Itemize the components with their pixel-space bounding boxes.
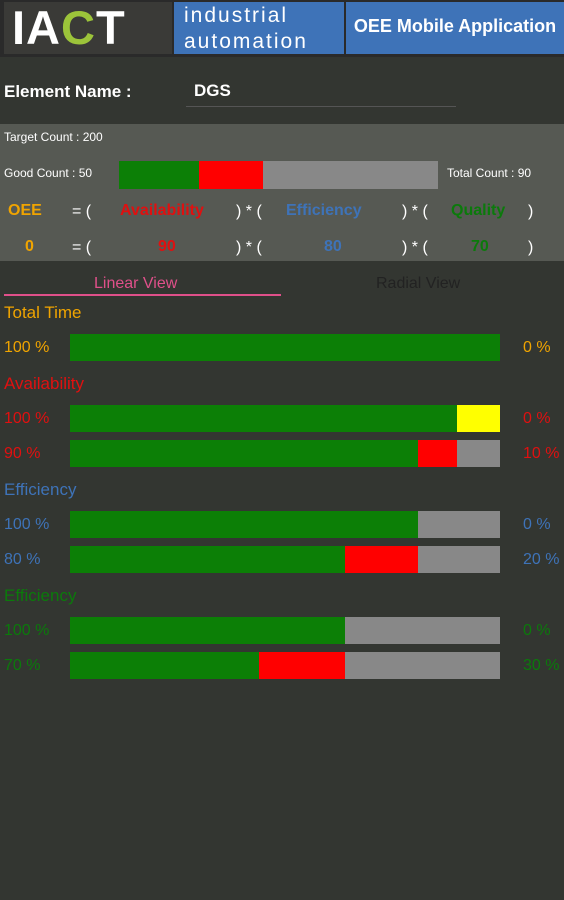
- availability-row1-left-pct: 100 %: [4, 410, 50, 427]
- app-title-panel: [346, 2, 564, 54]
- total-time-green-segment: [70, 334, 500, 361]
- efficiency-2-red-segment: [345, 546, 419, 573]
- good-count: Good Count : 50: [4, 166, 93, 180]
- efficiency-bar-2: [70, 546, 500, 573]
- logo-text: IACT: [12, 2, 126, 54]
- availability-row2-right-pct: 10 %: [523, 445, 560, 462]
- formula-op1-2: ) * (: [236, 239, 262, 256]
- availability-yellow-segment: [457, 405, 500, 432]
- quality-green-segment: [70, 617, 346, 644]
- quality-bar-2: [70, 652, 500, 679]
- quality-bar-1: [70, 617, 500, 644]
- quality-2-green-segment: [70, 652, 260, 679]
- tagline-panel: [174, 2, 344, 54]
- availability-label: Availability: [120, 202, 204, 219]
- summary-panel: [0, 124, 564, 261]
- count-progress-bar: [119, 161, 438, 189]
- quality-title: Efficiency: [4, 586, 77, 605]
- tab-linear-view[interactable]: Linear View: [94, 275, 178, 292]
- efficiency-row2-left-pct: 80 %: [4, 551, 41, 568]
- total-time-bar: [70, 334, 500, 361]
- active-tab-indicator: [4, 294, 281, 296]
- efficiency-row1-right-pct: 0 %: [523, 516, 551, 533]
- efficiency-title: Efficiency: [4, 480, 77, 499]
- quality-value: 70: [471, 238, 489, 255]
- element-name-underline: [186, 106, 456, 107]
- tagline-line1: industrial: [184, 4, 289, 27]
- app-title: OEE Mobile Application: [353, 16, 557, 36]
- element-name-label: Element Name :: [4, 82, 132, 101]
- availability-green-segment: [70, 405, 457, 432]
- element-name-field[interactable]: DGS: [194, 81, 231, 100]
- oee-label: OEE: [8, 202, 42, 219]
- tagline-line2: automation: [184, 30, 308, 53]
- tab-radial-view[interactable]: Radial View: [376, 275, 461, 292]
- availability-value: 90: [158, 238, 176, 255]
- quality-2-red-segment: [259, 652, 346, 679]
- efficiency-bar-1: [70, 511, 500, 538]
- formula-op2: ) * (: [402, 203, 428, 220]
- total-time-title: Total Time: [4, 303, 82, 322]
- availability-row2-left-pct: 90 %: [4, 445, 41, 462]
- formula-op2-2: ) * (: [402, 239, 428, 256]
- availability-2-red-segment: [418, 440, 457, 467]
- logo-letter-t: T: [95, 1, 126, 54]
- quality-label: Quality: [451, 202, 506, 219]
- logo: [4, 2, 172, 54]
- availability-2-green-segment: [70, 440, 419, 467]
- efficiency-row1-left-pct: 100 %: [4, 516, 50, 533]
- availability-bar-1: [70, 405, 500, 432]
- formula-eq: = (: [72, 203, 92, 220]
- oee-value: 0: [25, 238, 34, 255]
- efficiency-row2-right-pct: 20 %: [523, 551, 560, 568]
- quality-row2-left-pct: 70 %: [4, 657, 41, 674]
- efficiency-value: 80: [324, 238, 342, 255]
- total-count: Total Count : 90: [447, 166, 532, 180]
- quality-row1-right-pct: 0 %: [523, 622, 551, 639]
- quality-row2-right-pct: 30 %: [523, 657, 560, 674]
- efficiency-label: Efficiency: [286, 202, 362, 219]
- good-count-segment: [119, 161, 199, 189]
- bad-count-segment: [198, 161, 263, 189]
- formula-close: ): [528, 203, 534, 220]
- availability-bar-2: [70, 440, 500, 467]
- availability-row1-right-pct: 0 %: [523, 410, 551, 427]
- formula-close-2: ): [528, 239, 534, 256]
- target-count: Target Count : 200: [4, 130, 103, 144]
- total-time-left-pct: 100 %: [4, 339, 50, 356]
- efficiency-green-segment: [70, 511, 419, 538]
- remaining-count-segment: [262, 161, 438, 189]
- quality-row1-left-pct: 100 %: [4, 622, 50, 639]
- logo-letter-c: C: [61, 1, 96, 54]
- efficiency-2-green-segment: [70, 546, 346, 573]
- availability-title: Availability: [4, 374, 85, 393]
- total-time-right-pct: 0 %: [523, 339, 551, 356]
- formula-eq-2: = (: [72, 239, 92, 256]
- logo-letters-ia: IA: [12, 1, 61, 54]
- formula-op1: ) * (: [236, 203, 262, 220]
